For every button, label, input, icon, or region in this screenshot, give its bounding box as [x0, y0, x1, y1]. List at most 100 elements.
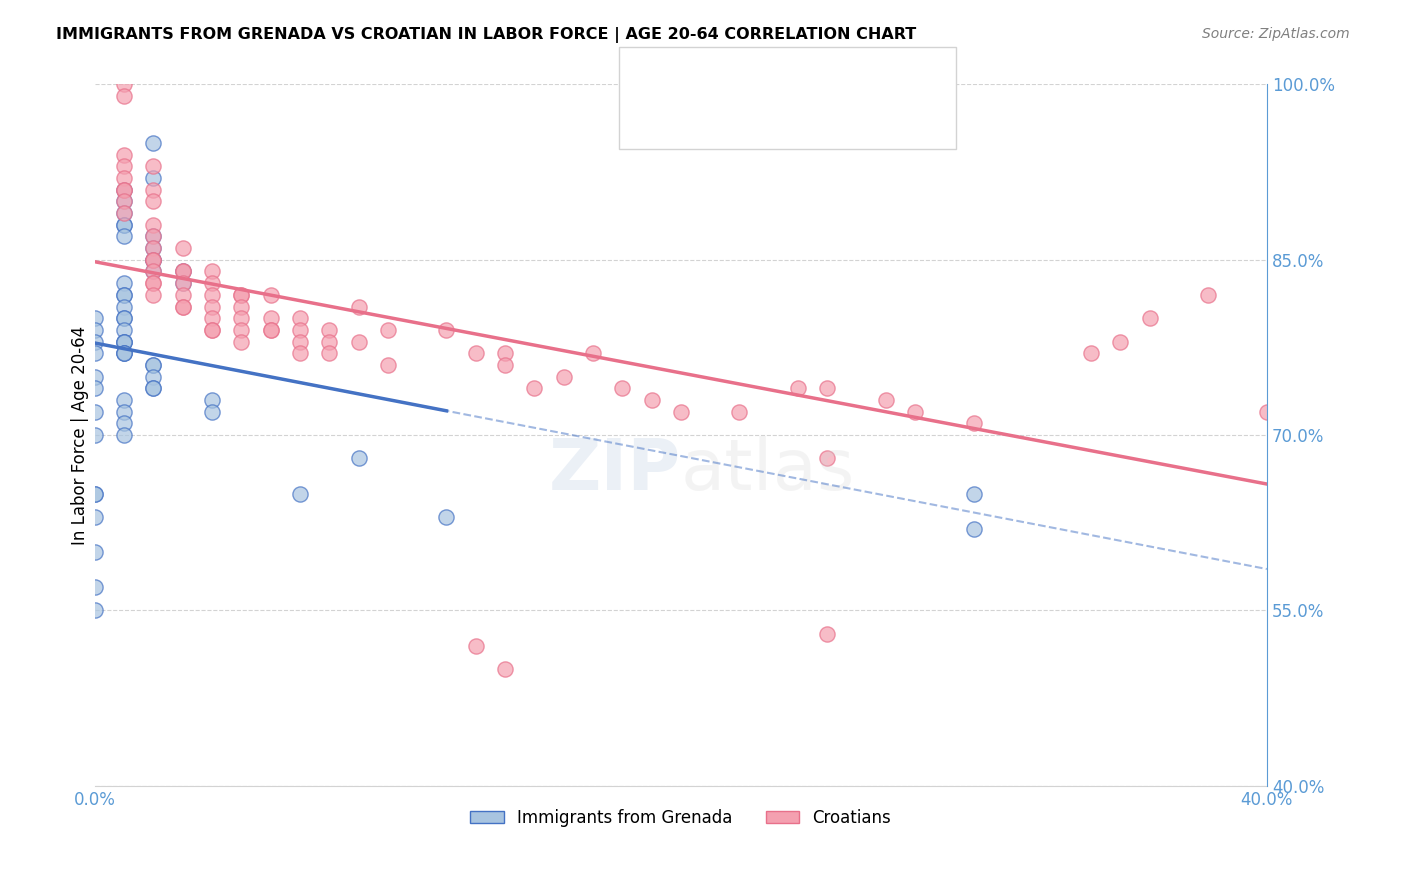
Point [201, 288, 224, 302]
Text: IMMIGRANTS FROM GRENADA VS CROATIAN IN LABOR FORCE | AGE 20-64 CORRELATION CHART: IMMIGRANTS FROM GRENADA VS CROATIAN IN L… [56, 27, 917, 43]
Point [231, 300, 253, 314]
Point [494, 662, 516, 676]
Point [112, 206, 135, 220]
FancyBboxPatch shape [619, 46, 956, 150]
Text: N =: N = [830, 112, 866, 130]
Text: -0.202: -0.202 [734, 64, 794, 82]
Point [112, 206, 135, 220]
Point [787, 381, 810, 395]
Point [142, 241, 165, 255]
Point [815, 381, 838, 395]
Point [142, 264, 165, 278]
Point [83, 346, 105, 360]
Point [201, 311, 224, 326]
Point [436, 510, 458, 524]
Point [112, 89, 135, 103]
Point [142, 252, 165, 267]
Text: -0.193: -0.193 [734, 112, 794, 130]
Point [142, 358, 165, 372]
Point [1256, 405, 1278, 419]
Point [142, 136, 165, 150]
Point [112, 276, 135, 290]
Point [112, 170, 135, 185]
Point [231, 288, 253, 302]
Point [83, 510, 105, 524]
Point [201, 392, 224, 407]
Point [142, 229, 165, 244]
Point [728, 405, 751, 419]
Point [875, 392, 897, 407]
Point [288, 311, 311, 326]
Point [112, 392, 135, 407]
Point [288, 334, 311, 349]
Point [83, 323, 105, 337]
Point [112, 288, 135, 302]
Point [318, 334, 340, 349]
Point [112, 183, 135, 197]
Point [612, 381, 634, 395]
Point [112, 334, 135, 349]
Point [963, 417, 986, 431]
Point [112, 218, 135, 232]
Point [201, 300, 224, 314]
Point [112, 334, 135, 349]
Text: N =: N = [830, 64, 866, 82]
Point [201, 264, 224, 278]
Point [523, 381, 546, 395]
Point [142, 358, 165, 372]
Point [436, 323, 458, 337]
Point [172, 276, 194, 290]
Point [172, 264, 194, 278]
Text: Source: ZipAtlas.com: Source: ZipAtlas.com [1202, 27, 1350, 41]
Point [83, 486, 105, 500]
Point [201, 323, 224, 337]
Point [1197, 288, 1219, 302]
Text: 58: 58 [879, 64, 901, 82]
Point [112, 311, 135, 326]
Point [112, 288, 135, 302]
Point [259, 323, 281, 337]
Point [142, 252, 165, 267]
Point [231, 334, 253, 349]
Point [318, 346, 340, 360]
Point [112, 218, 135, 232]
Point [1109, 334, 1132, 349]
Point [377, 358, 399, 372]
Point [142, 183, 165, 197]
Point [83, 580, 105, 594]
Point [83, 311, 105, 326]
Point [815, 627, 838, 641]
Point [142, 369, 165, 384]
Point [231, 311, 253, 326]
Point [112, 311, 135, 326]
Point [201, 276, 224, 290]
Legend: Immigrants from Grenada, Croatians: Immigrants from Grenada, Croatians [464, 802, 898, 833]
Point [83, 428, 105, 442]
Point [172, 300, 194, 314]
Point [112, 405, 135, 419]
Point [582, 346, 605, 360]
Point [172, 264, 194, 278]
Point [112, 346, 135, 360]
Point [83, 486, 105, 500]
Point [347, 334, 370, 349]
Point [640, 392, 662, 407]
Point [112, 346, 135, 360]
Point [172, 241, 194, 255]
Point [553, 369, 575, 384]
Y-axis label: In Labor Force | Age 20-64: In Labor Force | Age 20-64 [72, 326, 89, 545]
Point [259, 288, 281, 302]
Text: 81: 81 [879, 112, 901, 130]
Point [142, 194, 165, 209]
Point [112, 78, 135, 92]
Point [83, 405, 105, 419]
Point [201, 405, 224, 419]
Point [142, 276, 165, 290]
Point [288, 323, 311, 337]
Point [142, 218, 165, 232]
Point [112, 323, 135, 337]
Point [1139, 311, 1161, 326]
Point [172, 288, 194, 302]
Point [172, 264, 194, 278]
Point [142, 170, 165, 185]
